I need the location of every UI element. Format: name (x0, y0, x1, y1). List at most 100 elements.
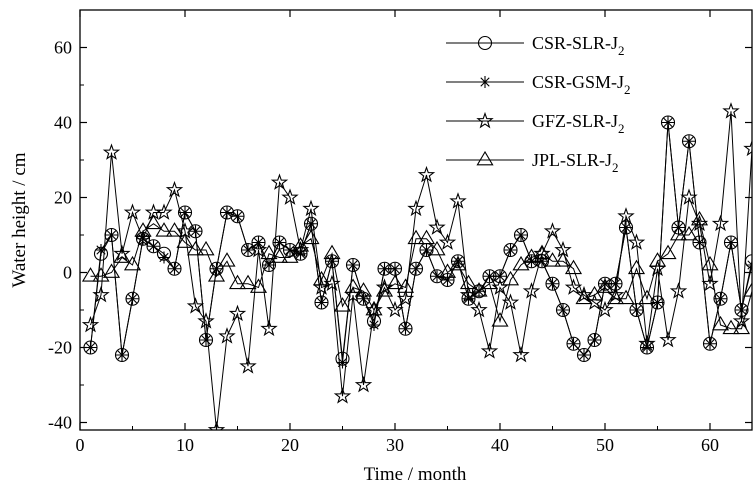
x-tick-label: 50 (596, 435, 614, 455)
data-point (336, 356, 349, 369)
series-line-2 (90, 122, 752, 363)
data-point (522, 282, 541, 299)
data-point (273, 236, 286, 249)
data-point (92, 285, 110, 303)
data-point (564, 259, 583, 275)
data-point (671, 220, 686, 235)
data-point (641, 341, 653, 354)
data-point (650, 295, 665, 310)
series-lines (90, 111, 752, 430)
data-point (197, 240, 215, 256)
data-point (722, 102, 740, 119)
y-tick-label: 0 (63, 263, 72, 283)
data-point (242, 244, 254, 256)
data-point (564, 278, 583, 295)
data-point (81, 315, 100, 333)
data-point (347, 259, 359, 271)
data-point (669, 225, 688, 241)
data-point (260, 244, 278, 260)
data-point (408, 261, 424, 276)
data-point (545, 276, 560, 291)
data-point (396, 278, 415, 293)
data-point (155, 203, 173, 220)
data-point (452, 255, 464, 268)
data-point (734, 302, 749, 318)
data-point (333, 387, 352, 404)
data-point (470, 282, 488, 297)
data-point (324, 254, 340, 269)
data-point (177, 205, 193, 220)
data-point (725, 236, 737, 249)
data-point (294, 247, 307, 260)
legend-label: GFZ-SLR-J2 (532, 111, 625, 136)
data-point (323, 244, 341, 260)
data-point (722, 319, 740, 335)
legend-label-subscript: 2 (618, 121, 625, 136)
data-point (449, 255, 467, 271)
data-point (260, 319, 278, 337)
data-point (596, 278, 614, 293)
data-point (218, 252, 236, 267)
data-point (146, 239, 161, 254)
y-tick-label: -40 (48, 413, 72, 433)
data-point (599, 277, 611, 290)
data-point (627, 233, 646, 250)
data-point (428, 240, 446, 256)
data-point (714, 292, 727, 305)
data-point (399, 322, 412, 335)
data-point (365, 300, 383, 318)
data-point (704, 337, 716, 350)
data-point (575, 289, 593, 305)
data-point (123, 203, 142, 220)
data-point (743, 282, 752, 297)
legend-label: CSR-GSM-J2 (532, 72, 631, 97)
data-point (441, 274, 454, 286)
data-point (659, 330, 677, 348)
data-point (270, 173, 289, 190)
data-point (525, 255, 538, 268)
legend-marker (476, 111, 494, 129)
data-point (239, 274, 257, 290)
data-point (669, 282, 688, 299)
data-point (450, 254, 466, 269)
data-point (125, 291, 140, 306)
data-point (116, 349, 128, 361)
data-point (155, 222, 173, 237)
data-point (692, 235, 707, 250)
data-point (375, 282, 394, 297)
data-point (126, 292, 139, 305)
y-tick-label: 40 (54, 113, 72, 133)
data-point (557, 304, 569, 316)
data-point (533, 244, 551, 260)
data-point (536, 255, 548, 268)
data-point (732, 312, 751, 329)
data-point (420, 244, 433, 256)
legend-label-subscript: 2 (612, 160, 619, 175)
series-line-3 (90, 111, 752, 430)
legend-marker (477, 35, 493, 51)
legend-label-subscript: 2 (618, 43, 625, 58)
data-point (365, 300, 383, 316)
data-point (701, 274, 719, 292)
data-point (197, 312, 215, 329)
data-point (723, 235, 739, 250)
data-point (176, 233, 194, 248)
data-point (158, 251, 170, 264)
data-point (617, 207, 635, 224)
data-point (702, 336, 718, 351)
data-point (386, 274, 404, 290)
data-point (575, 285, 593, 303)
data-point (660, 115, 676, 130)
data-point (83, 340, 98, 355)
data-point (396, 289, 415, 307)
data-point (165, 222, 184, 237)
data-point (620, 221, 632, 234)
data-point (504, 244, 517, 256)
data-point (693, 236, 706, 249)
data-point (744, 254, 752, 269)
data-point (291, 237, 310, 252)
data-point (305, 217, 317, 230)
data-point (638, 334, 656, 352)
data-point (587, 332, 602, 348)
data-point (417, 229, 436, 245)
